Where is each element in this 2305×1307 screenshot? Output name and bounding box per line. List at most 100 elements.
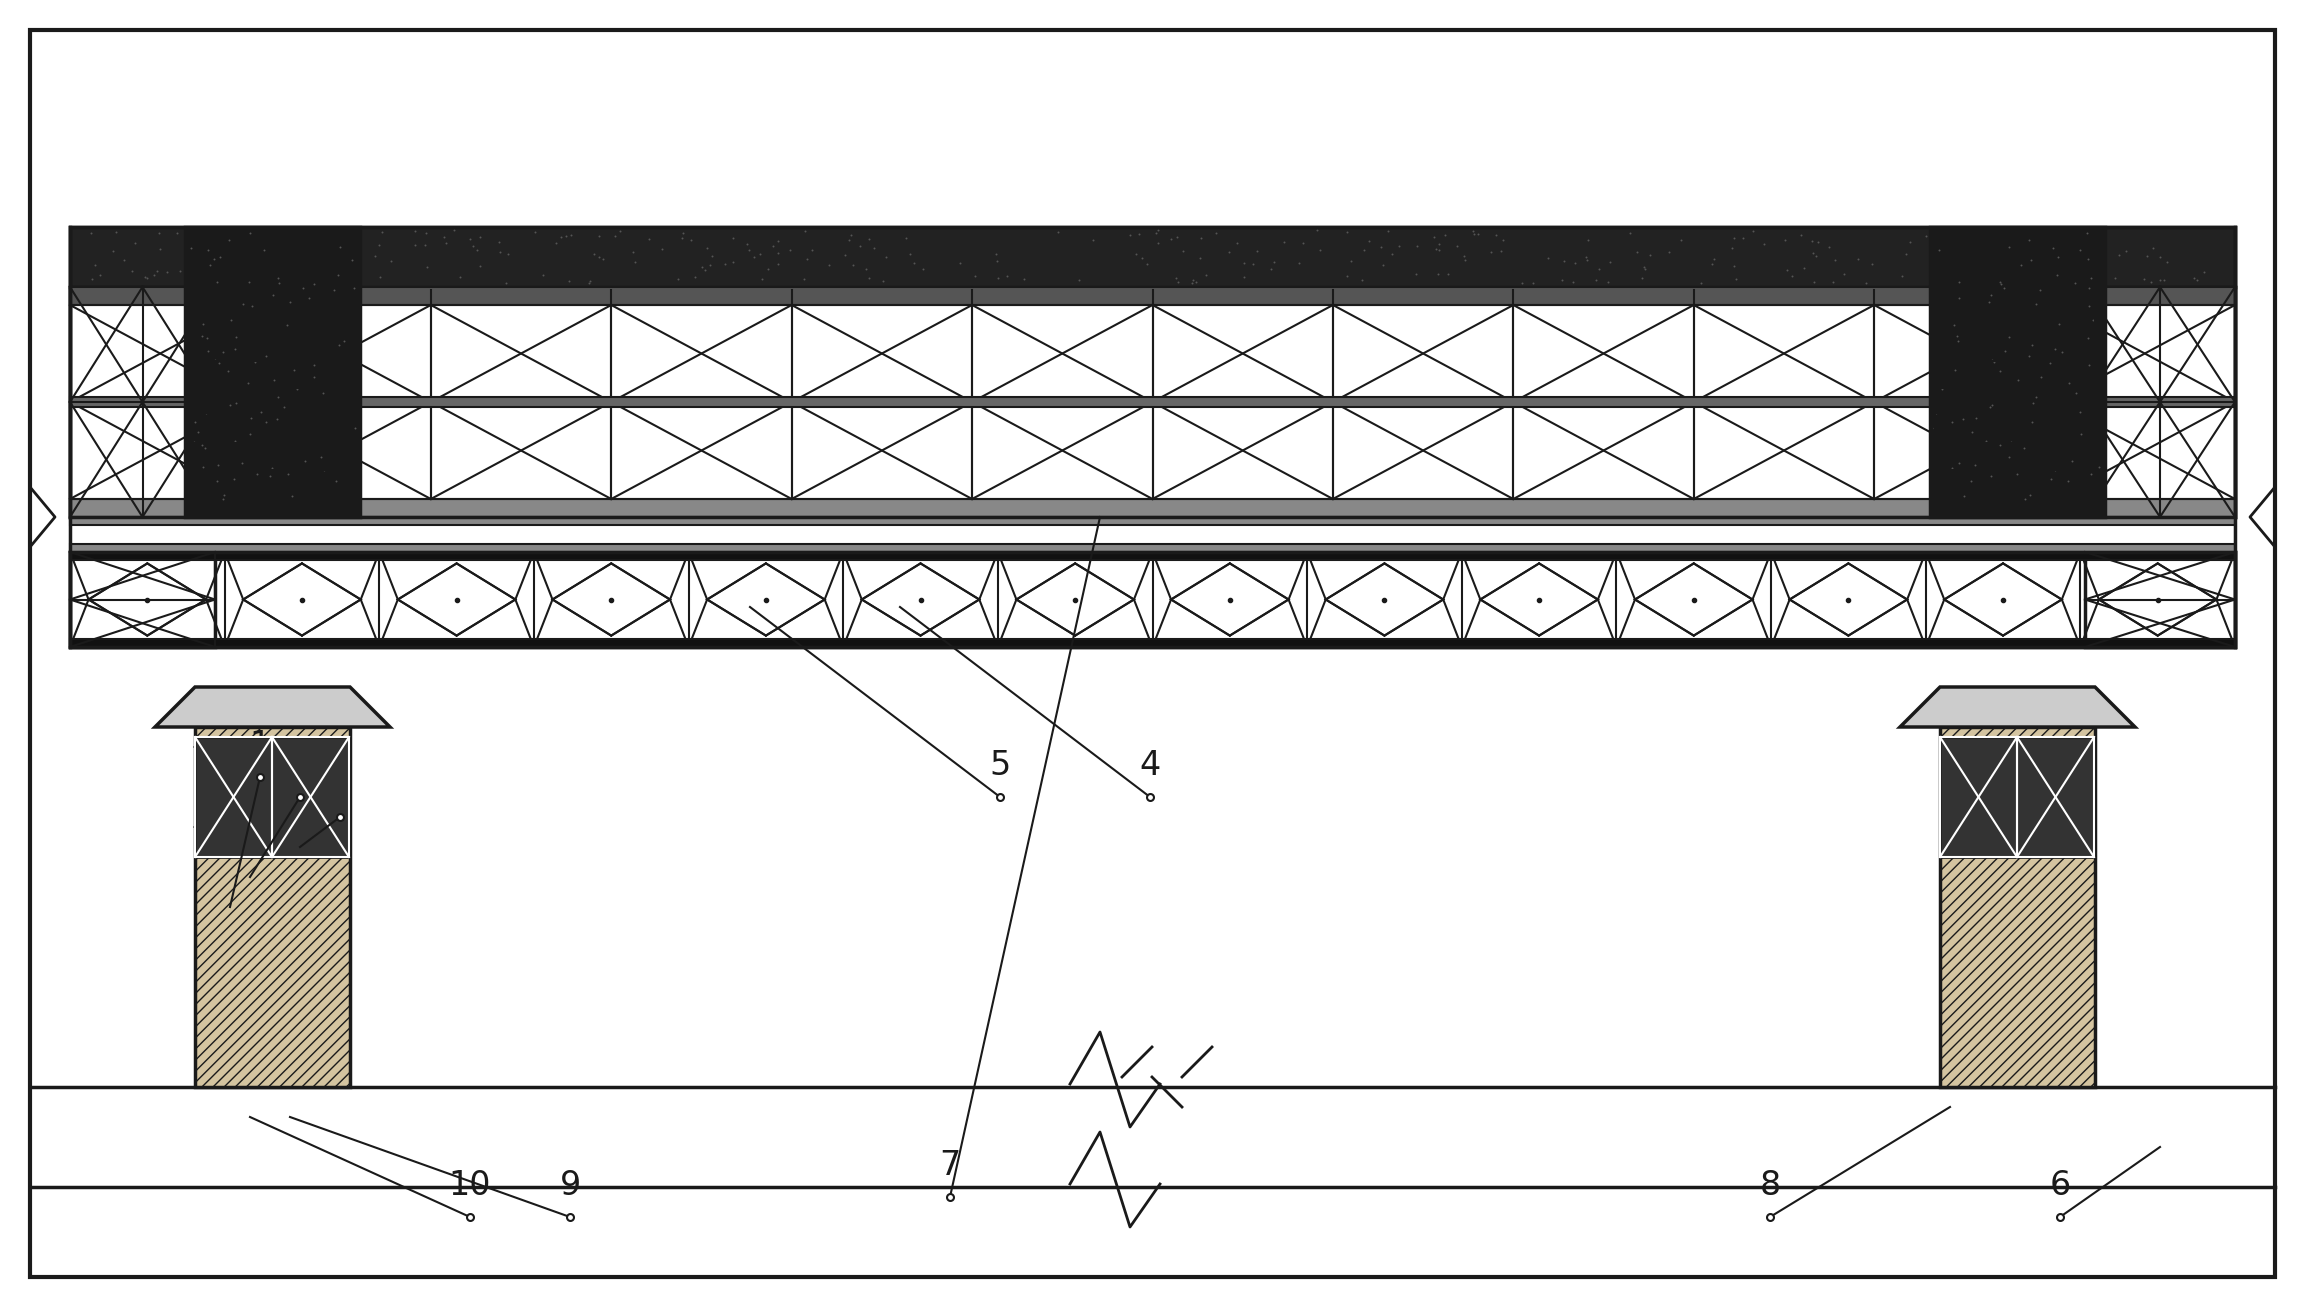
Point: [1694, 248, 1731, 269]
Text: 4: 4: [1139, 749, 1162, 782]
Bar: [791, 403, 973, 499]
Point: [325, 331, 362, 352]
Bar: [184, 227, 360, 518]
Point: [1625, 256, 1662, 277]
Point: [150, 261, 187, 282]
Point: [1971, 291, 2008, 312]
Point: [1796, 243, 1832, 264]
Bar: [973, 305, 1152, 403]
Point: [1952, 471, 1989, 491]
Point: [270, 315, 307, 336]
Point: [830, 230, 867, 251]
Point: [201, 273, 237, 294]
Bar: [2086, 552, 2236, 647]
Point: [2072, 464, 2109, 485]
Point: [217, 327, 254, 348]
Point: [841, 235, 878, 256]
Point: [217, 430, 254, 451]
Point: [2141, 247, 2178, 268]
Polygon shape: [154, 687, 390, 727]
Bar: [1941, 737, 2017, 857]
Point: [2098, 267, 2134, 288]
Point: [184, 457, 221, 478]
Point: [2024, 261, 2061, 282]
Point: [1554, 272, 1590, 293]
Point: [855, 238, 892, 259]
Point: [205, 341, 242, 362]
Bar: [69, 552, 2236, 559]
Point: [1632, 244, 1669, 265]
Point: [426, 233, 463, 254]
Point: [2040, 246, 2077, 267]
Text: 6: 6: [2049, 1168, 2070, 1202]
Point: [761, 254, 798, 274]
Point: [1618, 242, 1655, 263]
Point: [272, 235, 309, 256]
Point: [334, 250, 371, 271]
Point: [834, 255, 871, 276]
Point: [233, 408, 270, 429]
Bar: [69, 552, 2236, 647]
Point: [2058, 383, 2095, 404]
Point: [2100, 244, 2137, 265]
Point: [2017, 293, 2054, 314]
Point: [254, 285, 290, 306]
Point: [1233, 254, 1270, 274]
Point: [320, 335, 357, 356]
Point: [1766, 230, 1803, 251]
Point: [406, 234, 443, 255]
Point: [1040, 222, 1076, 243]
Point: [1853, 254, 1890, 274]
Point: [526, 264, 562, 285]
Point: [1157, 267, 1194, 288]
Bar: [1152, 305, 1332, 403]
Point: [682, 256, 719, 277]
Point: [2070, 277, 2107, 298]
Bar: [2054, 403, 2236, 499]
Point: [1987, 240, 2024, 261]
Point: [1074, 230, 1111, 251]
Point: [489, 273, 526, 294]
Point: [1975, 352, 2012, 372]
Text: 8: 8: [1759, 1168, 1779, 1202]
Point: [1798, 246, 1835, 267]
Point: [2054, 254, 2091, 274]
Point: [260, 268, 297, 289]
Bar: [69, 552, 214, 647]
Point: [260, 272, 297, 293]
Point: [1445, 250, 1482, 271]
Point: [2005, 438, 2042, 459]
Point: [205, 489, 242, 510]
Point: [221, 272, 258, 293]
Bar: [1874, 305, 2054, 403]
Point: [1724, 227, 1761, 248]
Point: [198, 471, 235, 491]
Point: [1683, 273, 1720, 294]
Point: [1992, 327, 2028, 348]
Point: [2128, 246, 2164, 267]
Point: [1182, 248, 1219, 269]
Point: [1987, 340, 2024, 361]
Point: [334, 225, 371, 246]
Bar: [196, 737, 272, 857]
Point: [1351, 230, 1388, 251]
Point: [906, 259, 943, 280]
Point: [1226, 267, 1263, 288]
Point: [1139, 220, 1176, 240]
Point: [1796, 272, 1832, 293]
Point: [1973, 465, 2010, 486]
Point: [1178, 271, 1215, 291]
Point: [1775, 265, 1812, 286]
Bar: [69, 499, 2236, 518]
Point: [1987, 269, 2024, 290]
Point: [1302, 239, 1339, 260]
Bar: [1694, 403, 1874, 499]
Point: [210, 230, 247, 251]
Point: [659, 269, 696, 290]
Point: [772, 239, 809, 260]
Point: [793, 239, 830, 260]
Point: [2081, 457, 2118, 478]
Point: [436, 220, 473, 240]
Point: [1782, 225, 1819, 246]
Point: [1567, 250, 1604, 271]
